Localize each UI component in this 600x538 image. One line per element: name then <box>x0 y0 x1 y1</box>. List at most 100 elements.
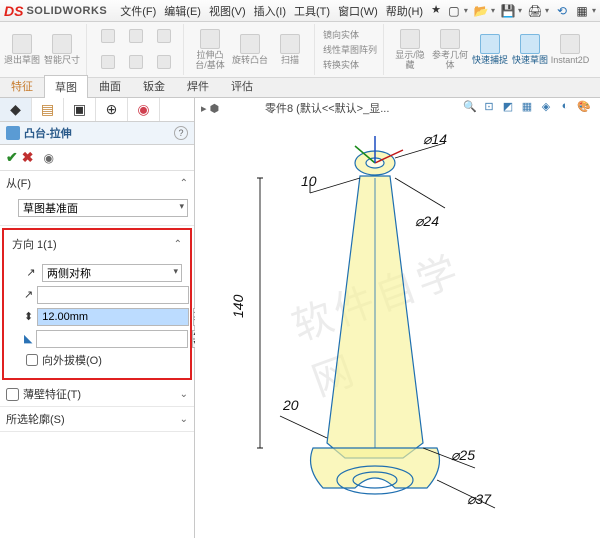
line-tool-button[interactable] <box>95 25 121 49</box>
direction-vector-field[interactable] <box>37 286 189 304</box>
sweep-button[interactable]: 扫描 <box>272 26 308 74</box>
draft-icon[interactable]: ◣ <box>24 332 32 346</box>
section-contours-header[interactable]: 所选轮廓(S) ⌄ <box>0 407 194 431</box>
rapid-sketch-button[interactable]: 快速草图 <box>512 26 548 74</box>
dim-h140: 140 <box>230 294 246 318</box>
rect-tool-button[interactable] <box>123 25 149 49</box>
from-select[interactable] <box>18 199 188 217</box>
preview-icon[interactable]: ◉ <box>43 151 53 165</box>
confirm-row: ✔ ✖ ◉ <box>0 145 194 171</box>
tab-evaluate[interactable]: 评估 <box>220 74 264 97</box>
direction-icon[interactable]: ↗ <box>24 266 38 280</box>
help-icon[interactable]: ? <box>174 126 188 140</box>
ok-button[interactable]: ✔ <box>6 149 18 166</box>
circle-tool-button[interactable] <box>151 25 177 49</box>
menu-file[interactable]: 文件(F) <box>117 1 159 21</box>
dim-w20: 20 <box>282 397 299 413</box>
tab-sketch[interactable]: 草图 <box>44 75 88 98</box>
btn-label: 显示/隐藏 <box>392 51 428 71</box>
menu-help[interactable]: 帮助(H) <box>383 1 426 21</box>
panel-tab-appearance[interactable]: ◉ <box>128 98 160 121</box>
menu-window[interactable]: 窗口(W) <box>335 1 381 21</box>
logo-ds-icon: DS <box>4 3 23 19</box>
panel-tab-config[interactable]: ▣ <box>64 98 96 121</box>
exit-sketch-label: 退出草图 <box>4 56 40 66</box>
tab-sheet[interactable]: 钣金 <box>132 74 176 97</box>
menu-insert[interactable]: 插入(I) <box>251 1 289 21</box>
menu-edit[interactable]: 编辑(E) <box>161 1 204 21</box>
section-thin-header[interactable]: 薄壁特征(T) ⌄ <box>0 382 194 406</box>
exit-sketch-button[interactable]: 退出草图 <box>4 26 40 74</box>
feature-title: 凸台-拉伸 <box>24 125 72 141</box>
ref-geom-button[interactable]: 参考几何体 <box>432 26 468 74</box>
dim-d37: ⌀37 <box>467 491 492 507</box>
vector-icon[interactable]: ↗ <box>24 288 33 302</box>
thin-feature-checkbox[interactable] <box>6 388 19 401</box>
dim-d25: ⌀25 <box>451 447 475 463</box>
show-hide-button[interactable]: 显示/隐藏 <box>392 26 428 74</box>
arc-tool-button[interactable] <box>95 51 121 75</box>
section-from: 从(F) ⌃ <box>0 171 194 226</box>
menu-view[interactable]: 视图(V) <box>206 1 249 21</box>
draft-field[interactable] <box>36 330 188 348</box>
quick-access-toolbar: ▢▾ 📂▾ 💾▾ 🖨▾ ⟲ ▦▾ <box>447 4 596 18</box>
quick-snap-button[interactable]: 快速捕捉 <box>472 26 508 74</box>
dim-d14: ⌀14 <box>423 131 447 147</box>
grid-icon[interactable]: ▦ <box>575 4 589 18</box>
linear-pattern-button[interactable]: 线性草图阵列 <box>323 43 377 56</box>
graphics-view[interactable]: ▸ ⬢ 零件8 (默认<<默认>_显... 🔍 ⊡ ◩ ▦ ◈ ◐ 🎨 软件自学… <box>195 98 600 538</box>
save-icon[interactable]: 💾 <box>501 4 515 18</box>
btn-label: 快速草图 <box>512 56 548 66</box>
section-from-label: 从(F) <box>6 175 31 191</box>
draft-outward-label: 向外拔模(O) <box>42 352 102 368</box>
section-contours: 所选轮廓(S) ⌄ <box>0 407 194 432</box>
menu-tools[interactable]: 工具(T) <box>291 1 333 21</box>
btn-label: 参考几何体 <box>432 51 468 71</box>
menu-star-icon[interactable]: ★ <box>428 1 444 21</box>
tab-surface[interactable]: 曲面 <box>88 74 132 97</box>
dim-d24: ⌀24 <box>415 213 439 229</box>
btn-label: Instant2D <box>551 56 590 66</box>
refresh-icon[interactable]: ⟲ <box>555 4 569 18</box>
chevron-up-icon: ⌃ <box>174 239 182 250</box>
section-from-header[interactable]: 从(F) ⌃ <box>0 171 194 195</box>
section-direction1: 方向 1(1) ⌃ ↗ ↗ ⬍ ▴▾ ◣ <box>6 232 188 376</box>
panel-tabs: ◆ ▤ ▣ ⊕ ◉ <box>0 98 194 122</box>
print-icon[interactable]: 🖨 <box>528 4 542 18</box>
feature-header: 凸台-拉伸 ? <box>0 122 194 145</box>
highlighted-section: 方向 1(1) ⌃ ↗ ↗ ⬍ ▴▾ ◣ <box>2 228 192 380</box>
smart-dim-button[interactable]: 智能尺寸 <box>44 26 80 74</box>
tab-feature[interactable]: 特征 <box>0 74 44 97</box>
spline-tool-button[interactable] <box>123 51 149 75</box>
smart-dim-label: 智能尺寸 <box>44 56 80 66</box>
depth-field[interactable] <box>37 308 189 326</box>
tab-weldment[interactable]: 焊件 <box>176 74 220 97</box>
chevron-down-icon: ⌄ <box>180 389 188 400</box>
main-menu: 文件(F) 编辑(E) 视图(V) 插入(I) 工具(T) 窗口(W) 帮助(H… <box>117 1 444 21</box>
command-tabs: 特征 草图 曲面 钣金 焊件 评估 <box>0 78 600 98</box>
panel-tab-feature-tree[interactable]: ◆ <box>0 98 32 121</box>
draft-outward-row[interactable]: 向外拔模(O) <box>24 352 182 368</box>
panel-tab-dim[interactable]: ⊕ <box>96 98 128 121</box>
cancel-button[interactable]: ✖ <box>22 149 34 166</box>
new-icon[interactable]: ▢ <box>447 4 461 18</box>
panel-tab-property[interactable]: ▤ <box>32 98 64 121</box>
ribbon-toolbar: 退出草图 智能尺寸 拉伸凸台/基体 旋转凸台 扫描 镜向实体 线性草图阵列 转换… <box>0 22 600 78</box>
revolve-button[interactable]: 旋转凸台 <box>232 26 268 74</box>
boss-extrude-button[interactable]: 拉伸凸台/基体 <box>192 26 228 74</box>
end-condition-select[interactable] <box>42 264 182 282</box>
section-thin: 薄壁特征(T) ⌄ <box>0 382 194 407</box>
instant2d-button[interactable]: Instant2D <box>552 26 588 74</box>
open-icon[interactable]: 📂 <box>474 4 488 18</box>
convert-entities-button[interactable]: 转换实体 <box>323 58 377 71</box>
dim-w10: 10 <box>301 173 317 189</box>
section-dir1-header[interactable]: 方向 1(1) ⌃ <box>6 232 188 256</box>
depth-icon: ⬍ <box>24 310 33 324</box>
app-logo: DS SOLIDWORKS <box>4 3 107 19</box>
point-tool-button[interactable] <box>151 51 177 75</box>
draft-outward-checkbox[interactable] <box>26 354 38 366</box>
mirror-entities-button[interactable]: 镜向实体 <box>323 28 377 41</box>
extrude-icon <box>6 126 20 140</box>
main-area: ◆ ▤ ▣ ⊕ ◉ 凸台-拉伸 ? ✔ ✖ ◉ 从(F) ⌃ <box>0 98 600 538</box>
model-preview: ⌀14 ⌀24 10 140 20 ⌀25 ⌀37 <box>205 108 595 528</box>
